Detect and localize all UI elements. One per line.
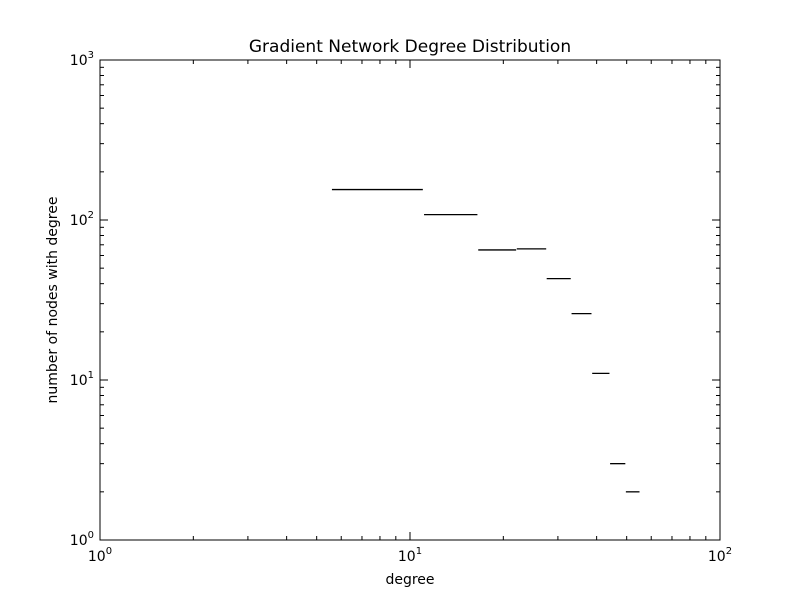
y-tick-label: 100 bbox=[70, 530, 94, 549]
x-tick-label: 100 bbox=[88, 546, 112, 565]
x-tick-label: 101 bbox=[398, 546, 422, 565]
x-tick-label: 102 bbox=[708, 546, 732, 565]
y-axis-label: number of nodes with degree bbox=[45, 197, 61, 404]
y-tick-label: 102 bbox=[70, 210, 94, 229]
tick-labels: 100 101 102 100 101 102 103 bbox=[70, 50, 732, 565]
y-tick-label: 103 bbox=[70, 50, 94, 69]
x-axis-label: degree bbox=[385, 572, 434, 588]
plot-area bbox=[99, 59, 721, 541]
chart-title: Gradient Network Degree Distribution bbox=[249, 37, 571, 57]
y-tick-label: 101 bbox=[70, 370, 94, 389]
data-series bbox=[331, 188, 640, 493]
axis-ticks bbox=[99, 59, 721, 541]
